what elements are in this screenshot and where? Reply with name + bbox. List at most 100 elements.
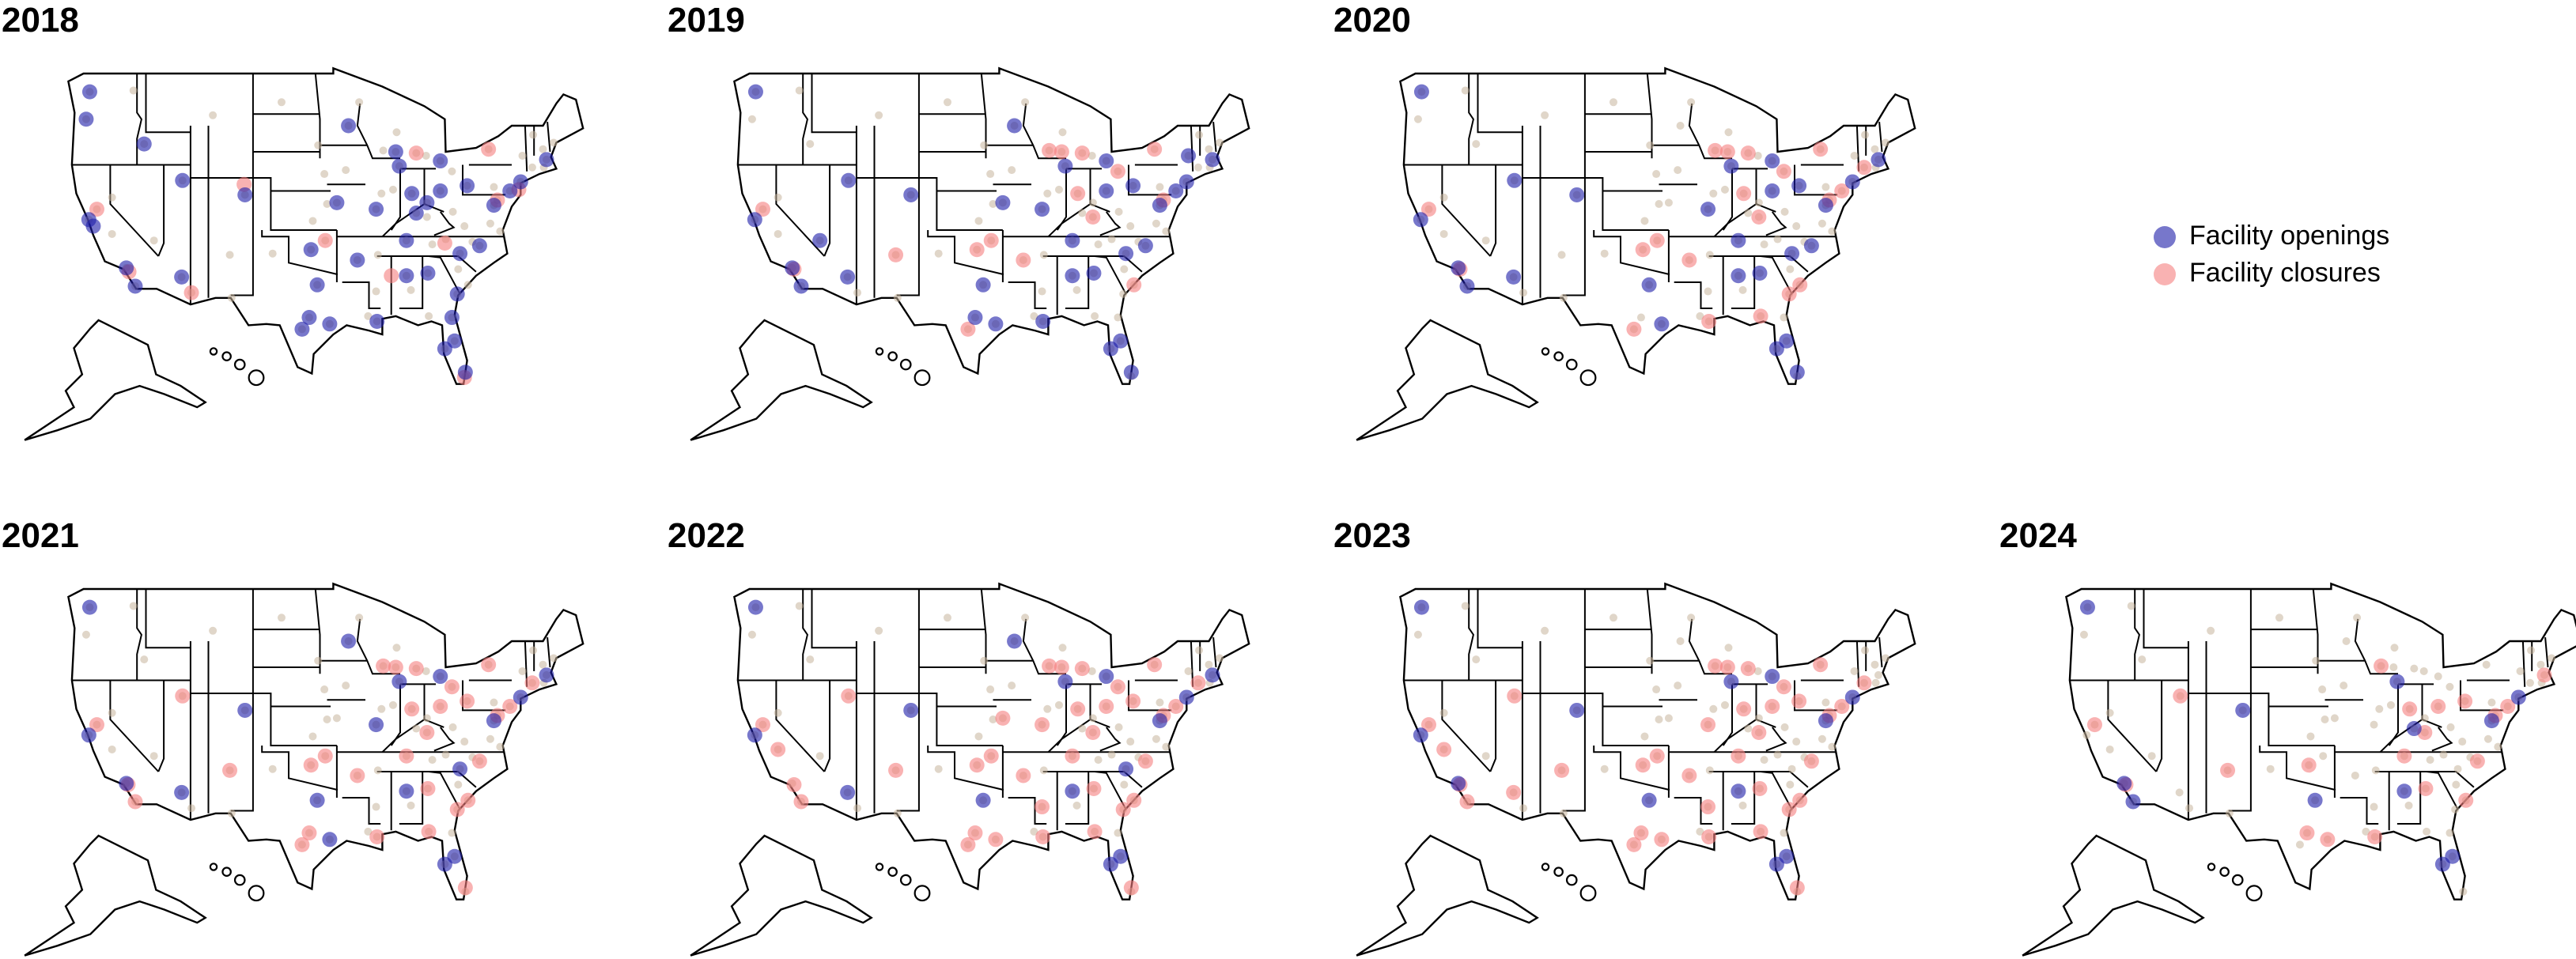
closure-point	[384, 268, 399, 284]
state-border	[2155, 680, 2163, 772]
facility	[1780, 723, 1789, 731]
opening-point	[1844, 689, 1860, 705]
facility	[2266, 765, 2275, 773]
opening-point	[1569, 702, 1585, 718]
closure-point	[1110, 164, 1125, 179]
closure-point	[1834, 699, 1850, 714]
facility	[2306, 732, 2315, 741]
facility	[2459, 887, 2468, 896]
facility	[875, 626, 883, 635]
facility	[486, 734, 494, 743]
state-border	[1489, 164, 1497, 257]
state-border	[157, 164, 165, 257]
facility	[268, 765, 277, 773]
opening-point	[1784, 246, 1800, 262]
facility	[529, 646, 538, 655]
closure-point	[1791, 693, 1807, 709]
closure-point	[1126, 792, 1142, 808]
opening-point	[404, 186, 420, 202]
closure-point	[1654, 832, 1670, 848]
facility	[108, 708, 116, 717]
alaska	[1356, 834, 1539, 957]
state-border	[1713, 718, 1776, 753]
facility	[1828, 227, 1836, 236]
opening-point	[513, 174, 528, 190]
opening-point	[1779, 848, 1795, 864]
facility	[1039, 766, 1048, 775]
state-border	[2107, 680, 2158, 772]
facility	[1882, 654, 1890, 663]
facility	[372, 802, 380, 811]
closure-point	[1813, 142, 1829, 157]
facility	[454, 265, 463, 274]
opening-point	[975, 792, 991, 808]
hawaii	[221, 866, 232, 878]
state-border	[2259, 746, 2336, 791]
facility	[1038, 287, 1046, 296]
facility	[1664, 714, 1673, 723]
opening-point	[747, 212, 762, 228]
facility	[320, 170, 329, 179]
closure-point	[1792, 277, 1808, 293]
opening-point	[294, 321, 310, 337]
closure-point	[303, 757, 319, 773]
closure-point	[1087, 824, 1103, 840]
facility	[1541, 626, 1549, 635]
opening-point	[1752, 265, 1768, 281]
opening-point	[841, 172, 857, 188]
state-border	[1489, 680, 1497, 772]
facility	[1787, 765, 1796, 773]
state-border	[1794, 164, 1838, 196]
facility	[774, 229, 782, 238]
opening-point	[452, 246, 468, 262]
legend-swatch	[2154, 263, 2176, 285]
opening-point	[1413, 727, 1428, 743]
facility	[2321, 715, 2329, 723]
opening-point	[85, 218, 101, 234]
closure-point	[301, 825, 317, 841]
opening-point	[1459, 278, 1475, 294]
facility	[1704, 287, 1712, 296]
closure-point	[1701, 314, 1717, 329]
state-border	[1468, 74, 1474, 165]
facility	[377, 704, 386, 713]
opening-point	[1507, 172, 1523, 188]
closure-point	[1681, 768, 1697, 783]
closure-point	[960, 321, 976, 337]
closure-point	[888, 762, 904, 778]
state-border	[1212, 122, 1217, 153]
opening-point	[1178, 174, 1194, 190]
facility	[2516, 666, 2525, 675]
facility	[989, 715, 997, 723]
facility	[1773, 750, 1782, 759]
facility	[1705, 251, 1714, 259]
closure-point	[1035, 717, 1050, 733]
opening-point	[1065, 232, 1080, 248]
state-border	[1477, 74, 1523, 134]
legend-label: Facility closures	[2189, 258, 2381, 288]
state-border	[342, 281, 381, 309]
opening-point	[1007, 118, 1023, 134]
facility	[1078, 209, 1087, 217]
hawaii	[2245, 885, 2263, 902]
closure-point	[1085, 725, 1101, 740]
opening-point	[1205, 667, 1220, 683]
facility	[1162, 227, 1171, 236]
facility	[518, 151, 527, 160]
closure-point	[1506, 784, 1522, 800]
hawaii	[2231, 874, 2244, 886]
facility	[550, 654, 558, 663]
closure-point	[1765, 699, 1780, 714]
state-border	[896, 589, 920, 812]
facility	[1753, 151, 1762, 160]
facility	[1786, 780, 1795, 789]
facility	[2536, 660, 2545, 669]
closure-point	[1168, 699, 1184, 714]
facility	[422, 666, 430, 675]
facility	[1821, 698, 1830, 707]
opening-point	[2235, 702, 2251, 718]
closure-point	[1813, 657, 1829, 673]
closure-point	[1123, 880, 1139, 896]
opening-point	[967, 310, 983, 326]
closure-point	[89, 717, 104, 733]
